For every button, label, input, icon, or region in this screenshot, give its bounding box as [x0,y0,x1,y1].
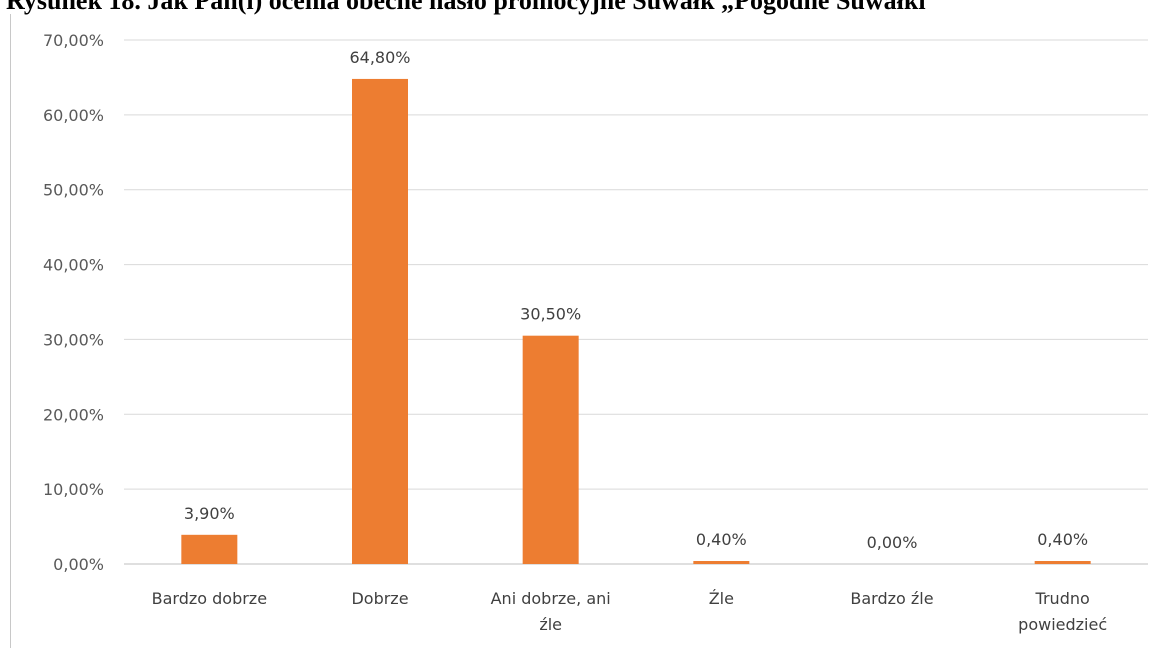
data-label: 64,80% [349,48,410,67]
category-label: Źle [709,589,734,608]
y-tick-label: 20,00% [43,405,104,424]
bar [1034,561,1091,564]
y-tick-label: 60,00% [43,106,104,125]
chart-title: Rysunek 18. Jak Pan(i) ocenia obecne has… [6,0,939,15]
y-tick-label: 30,00% [43,330,104,349]
category-label: Bardzo źle [850,589,933,608]
category-label: Bardzo dobrze [152,589,267,608]
bar [693,561,750,564]
y-tick-label: 50,00% [43,181,104,200]
y-tick-label: 10,00% [43,480,104,499]
y-axis-ticks: 0,00% 10,00% 20,00% 30,00% 40,00% 50,00% 60,00… [43,31,104,574]
gridlines [124,39,1148,565]
data-label: 30,50% [520,305,581,324]
data-label: 0,00% [867,533,918,552]
category-label: Trudno powiedzieć [1018,589,1107,634]
bar [522,335,579,564]
y-tick-label: 40,00% [43,256,104,275]
y-tick-label: 0,00% [53,555,104,574]
category-label: Dobrze [351,589,408,608]
data-label: 3,90% [184,504,235,523]
bars [181,78,1091,564]
bar [352,78,408,564]
data-label: 0,40% [696,530,747,549]
y-tick-label: 70,00% [43,31,104,50]
data-labels: 3,90% 64,80% 30,50% 0,40% 0,00% 0,40% [184,48,1088,552]
chart-frame [10,14,1161,648]
x-axis-categories: Bardzo dobrze Dobrze Ani dobrze, ani źle Źle… [152,589,1108,634]
category-label: Ani dobrze, ani źle [491,589,611,634]
data-label: 0,40% [1037,530,1088,549]
bar [181,534,238,564]
